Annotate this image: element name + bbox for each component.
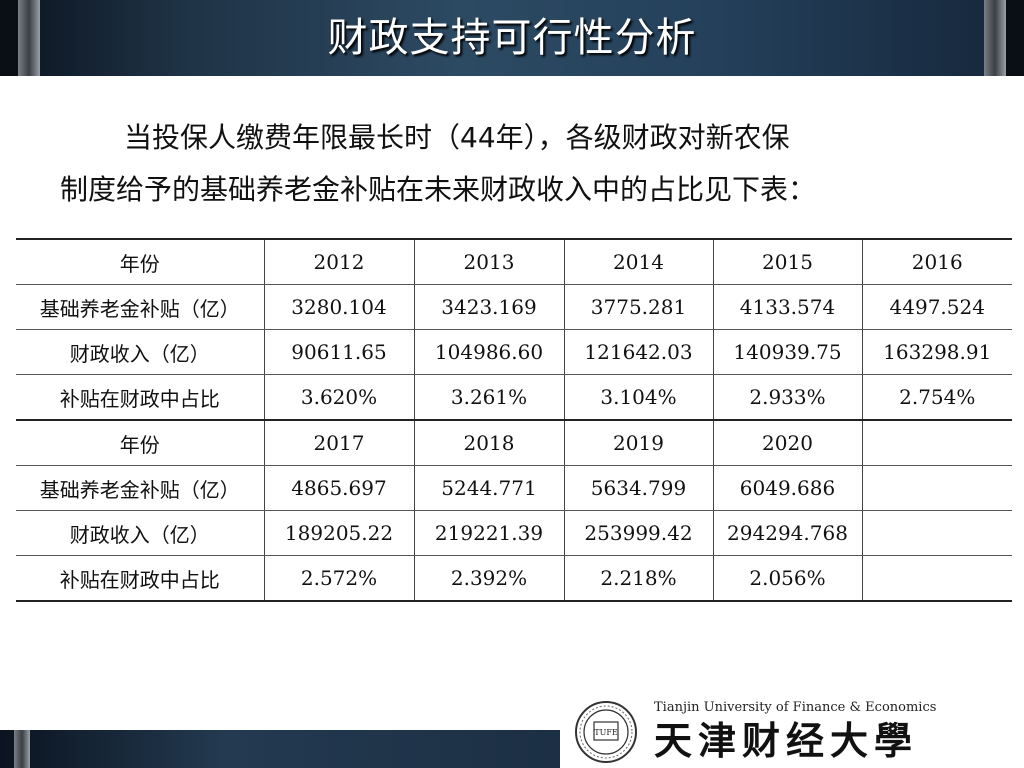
- value-cell: 121642.03: [563, 329, 713, 375]
- row-label-cell: 补贴在财政中占比: [16, 374, 264, 421]
- value-cell: 3775.281: [563, 284, 713, 330]
- value-cell: 5634.799: [563, 465, 713, 511]
- value-cell: 2.056%: [712, 555, 862, 602]
- table-row: 基础养老金补贴（亿） 4865.697 5244.771 5634.799 6049.6…: [16, 465, 1012, 511]
- value-cell: 189205.22: [263, 510, 414, 556]
- row-label-cell: 财政收入（亿）: [16, 510, 264, 556]
- value-cell: [861, 555, 1012, 602]
- table-row: 补贴在财政中占比 2.572% 2.392% 2.218% 2.056%: [16, 555, 1012, 602]
- value-cell: 3423.169: [413, 284, 564, 330]
- row-label-cell: 年份: [16, 420, 264, 466]
- row-label-cell: 基础养老金补贴（亿）: [16, 465, 264, 511]
- value-cell: 294294.768: [712, 510, 862, 556]
- subsidy-table: 年份 2012 2013 2014 2015 2016 基础养老金补贴（亿） 3280.104…: [16, 238, 1012, 602]
- value-cell: [861, 420, 1012, 466]
- value-cell: 2.754%: [861, 374, 1012, 421]
- row-label-cell: 年份: [16, 238, 264, 285]
- title-bar-edge-right: [1006, 0, 1024, 76]
- university-name-en: Tianjin University of Finance & Economic…: [654, 700, 937, 715]
- page-title: 财政支持可行性分析: [327, 15, 697, 61]
- value-cell: 2017: [263, 420, 414, 466]
- intro-paragraph: 当投保人缴费年限最长时（44年），各级财政对新农保 制度给予的基础养老金补贴在未…: [60, 112, 980, 216]
- intro-line-2: 制度给予的基础养老金补贴在未来财政收入中的占比见下表：: [60, 173, 817, 206]
- title-bar-stripe-right: [984, 0, 1006, 76]
- value-cell: 2015: [712, 238, 862, 285]
- value-cell: 6049.686: [712, 465, 862, 511]
- row-label-cell: 基础养老金补贴（亿）: [16, 284, 264, 330]
- value-cell: [861, 510, 1012, 556]
- value-cell: 4133.574: [712, 284, 862, 330]
- value-cell: 2.572%: [263, 555, 414, 602]
- table-header-row: 年份 2012 2013 2014 2015 2016: [16, 238, 1012, 285]
- value-cell: 4865.697: [263, 465, 414, 511]
- seal-text: TUFE: [594, 728, 618, 737]
- value-cell: 3280.104: [263, 284, 414, 330]
- value-cell: 3.620%: [263, 374, 414, 421]
- table-row: 财政收入（亿） 90611.65 104986.60 121642.03 140939.…: [16, 329, 1012, 375]
- row-label-cell: 补贴在财政中占比: [16, 555, 264, 602]
- value-cell: 219221.39: [413, 510, 564, 556]
- value-cell: 2018: [413, 420, 564, 466]
- value-cell: 2.218%: [563, 555, 713, 602]
- value-cell: 2019: [563, 420, 713, 466]
- table-header-row: 年份 2017 2018 2019 2020: [16, 420, 1012, 466]
- title-bar-edge-left: [0, 0, 18, 76]
- university-seal-icon: TUFE: [575, 701, 637, 763]
- university-name-cn: 天津财经大學: [654, 718, 919, 763]
- value-cell: 163298.91: [861, 329, 1012, 375]
- table-row: 基础养老金补贴（亿） 3280.104 3423.169 3775.281 4133.5…: [16, 284, 1012, 330]
- table-row: 补贴在财政中占比 3.620% 3.261% 3.104% 2.933% 2.754%: [16, 374, 1012, 421]
- university-logo: TUFE Tianjin University of Finance & Eco…: [566, 694, 1024, 768]
- row-label-cell: 财政收入（亿）: [16, 329, 264, 375]
- value-cell: 104986.60: [413, 329, 564, 375]
- value-cell: [861, 465, 1012, 511]
- value-cell: 140939.75: [712, 329, 862, 375]
- value-cell: 2.933%: [712, 374, 862, 421]
- title-bar: 财政支持可行性分析: [0, 0, 1024, 76]
- value-cell: 3.104%: [563, 374, 713, 421]
- value-cell: 90611.65: [263, 329, 414, 375]
- value-cell: 253999.42: [563, 510, 713, 556]
- value-cell: 2013: [413, 238, 564, 285]
- value-cell: 2014: [563, 238, 713, 285]
- bottom-decor-bar: [0, 730, 560, 768]
- value-cell: 5244.771: [413, 465, 564, 511]
- title-bar-stripe-left: [18, 0, 40, 76]
- value-cell: 2016: [861, 238, 1012, 285]
- intro-line-1: 当投保人缴费年限最长时（44年），各级财政对新农保: [124, 121, 790, 154]
- value-cell: 2012: [263, 238, 414, 285]
- table-row: 财政收入（亿） 189205.22 219221.39 253999.42 294294…: [16, 510, 1012, 556]
- bottom-bar-stripe: [14, 730, 30, 768]
- value-cell: 3.261%: [413, 374, 564, 421]
- value-cell: 2.392%: [413, 555, 564, 602]
- table-body: 年份 2012 2013 2014 2015 2016 基础养老金补贴（亿） 3280.104…: [16, 238, 1012, 602]
- value-cell: 2020: [712, 420, 862, 466]
- value-cell: 4497.524: [861, 284, 1012, 330]
